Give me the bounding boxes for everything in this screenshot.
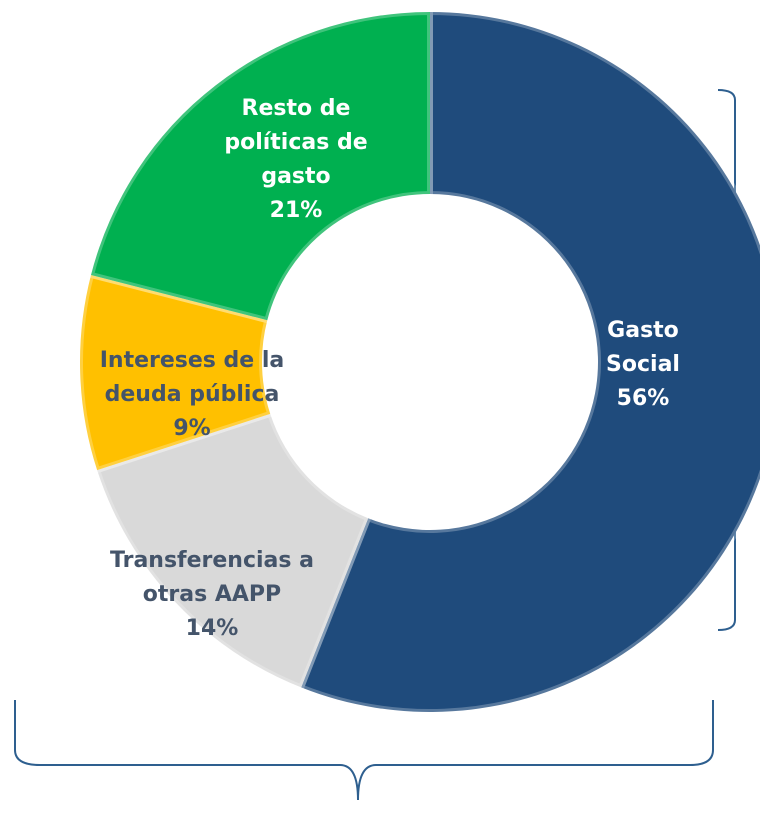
value-label: 21% (269, 198, 323, 223)
category-label: Resto de políticas de gasto (224, 96, 368, 189)
slice-label: Gasto Social 56% (588, 314, 698, 416)
donut-slice (297, 8, 760, 715)
donut-slice (77, 271, 275, 474)
category-label: Intereses de la deuda pública (99, 348, 285, 407)
slice-label: Transferencias a otras AAPP 14% (77, 544, 347, 646)
donut-slice (87, 8, 433, 324)
category-label: Transferencias a otras AAPP (110, 548, 314, 607)
slice-label: Intereses de la deuda pública 9% (72, 344, 312, 446)
donut-slice (93, 410, 373, 692)
value-label: 9% (173, 416, 211, 441)
value-label: 14% (185, 616, 239, 641)
category-label: Gasto Social (606, 318, 680, 377)
brace-bottom (14, 700, 714, 801)
value-label: 56% (616, 386, 670, 411)
slice-label: Resto de políticas de gasto 21% (211, 92, 381, 228)
